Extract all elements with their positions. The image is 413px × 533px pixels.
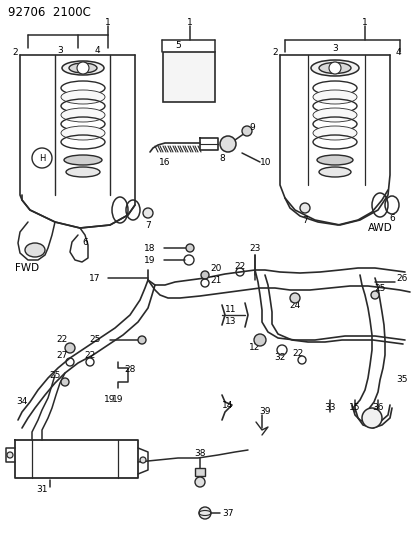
Circle shape <box>195 477 204 487</box>
Text: 31: 31 <box>36 486 47 495</box>
Text: 36: 36 <box>371 403 383 413</box>
Circle shape <box>77 62 89 74</box>
Text: 18: 18 <box>144 244 155 253</box>
Text: 19: 19 <box>144 255 155 264</box>
Circle shape <box>201 271 209 279</box>
Ellipse shape <box>61 90 105 104</box>
Text: 5: 5 <box>175 41 180 50</box>
Text: 38: 38 <box>194 448 205 457</box>
Circle shape <box>361 408 381 428</box>
Text: 4: 4 <box>394 47 400 56</box>
Text: 19: 19 <box>112 395 123 405</box>
Text: 37: 37 <box>221 508 233 518</box>
Text: 26: 26 <box>395 273 407 282</box>
Circle shape <box>219 136 235 152</box>
Text: 10: 10 <box>260 157 271 166</box>
Bar <box>195 468 204 476</box>
Ellipse shape <box>318 167 350 177</box>
Text: 35: 35 <box>395 376 407 384</box>
Circle shape <box>65 343 75 353</box>
Bar <box>163 52 214 102</box>
Text: 17: 17 <box>89 273 100 282</box>
Text: 7: 7 <box>145 221 150 230</box>
Circle shape <box>32 148 52 168</box>
Circle shape <box>328 62 340 74</box>
Text: 4: 4 <box>94 45 100 54</box>
Circle shape <box>299 203 309 213</box>
Ellipse shape <box>316 155 352 165</box>
Ellipse shape <box>312 126 356 140</box>
Text: 24: 24 <box>289 301 300 310</box>
Text: 2: 2 <box>12 47 18 56</box>
Text: 1: 1 <box>361 18 367 27</box>
Ellipse shape <box>312 108 356 122</box>
Text: 19: 19 <box>104 395 116 405</box>
Text: 22: 22 <box>292 349 303 358</box>
Circle shape <box>254 334 266 346</box>
Ellipse shape <box>312 90 356 104</box>
Circle shape <box>7 452 13 458</box>
Ellipse shape <box>310 60 358 76</box>
Text: 15: 15 <box>349 403 360 413</box>
Ellipse shape <box>61 126 105 140</box>
Ellipse shape <box>25 243 45 257</box>
Circle shape <box>289 293 299 303</box>
Text: 25: 25 <box>49 370 61 379</box>
Text: 25: 25 <box>89 335 100 344</box>
Text: 11: 11 <box>224 305 236 314</box>
Circle shape <box>61 378 69 386</box>
Circle shape <box>242 126 252 136</box>
Circle shape <box>140 457 146 463</box>
Text: 92706  2100C: 92706 2100C <box>8 5 91 19</box>
Circle shape <box>142 208 153 218</box>
Text: FWD: FWD <box>15 263 39 273</box>
Text: 23: 23 <box>249 244 260 253</box>
Text: 22: 22 <box>84 351 95 359</box>
Text: 22: 22 <box>56 335 67 344</box>
Circle shape <box>138 336 146 344</box>
Text: 8: 8 <box>218 154 224 163</box>
Text: 14: 14 <box>222 400 233 409</box>
Text: 28: 28 <box>124 366 135 375</box>
Text: 9: 9 <box>249 123 254 132</box>
Text: 27: 27 <box>56 351 67 359</box>
Text: 34: 34 <box>16 398 28 407</box>
Ellipse shape <box>64 155 102 165</box>
Text: 33: 33 <box>323 403 335 413</box>
Text: 25: 25 <box>373 284 385 293</box>
Text: 3: 3 <box>57 45 63 54</box>
Ellipse shape <box>62 61 104 75</box>
Ellipse shape <box>66 167 100 177</box>
Text: 1: 1 <box>187 18 192 27</box>
Text: 16: 16 <box>159 157 170 166</box>
Text: 6: 6 <box>82 238 88 246</box>
Text: 22: 22 <box>234 262 245 271</box>
Text: 3: 3 <box>331 44 337 52</box>
Text: 2: 2 <box>271 47 277 56</box>
Text: 6: 6 <box>388 214 394 222</box>
Text: 32: 32 <box>274 353 285 362</box>
Text: 12: 12 <box>249 343 260 352</box>
Circle shape <box>370 291 378 299</box>
Circle shape <box>199 507 211 519</box>
Ellipse shape <box>318 62 350 74</box>
Text: 21: 21 <box>209 276 221 285</box>
Text: 7: 7 <box>301 215 307 224</box>
Ellipse shape <box>61 108 105 122</box>
Text: 13: 13 <box>224 318 236 327</box>
Text: 20: 20 <box>209 263 221 272</box>
Ellipse shape <box>69 63 97 73</box>
Text: AWD: AWD <box>367 223 392 233</box>
Text: 1: 1 <box>105 18 111 27</box>
Circle shape <box>185 244 194 252</box>
Text: H: H <box>39 154 45 163</box>
Text: 39: 39 <box>259 408 270 416</box>
